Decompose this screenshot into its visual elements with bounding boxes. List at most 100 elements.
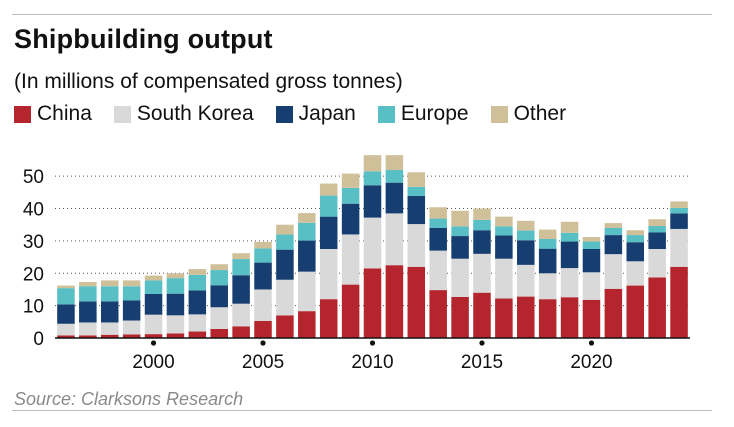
bar-segment-south-korea-2019 <box>560 268 579 298</box>
bar-segment-other-2003 <box>210 264 228 271</box>
x-tick-label-2020: 2020 <box>570 352 612 373</box>
y-tick-label-50: 50 <box>23 167 44 188</box>
y-tick-label-10: 10 <box>23 297 44 318</box>
bar-segment-japan-2012 <box>407 195 426 225</box>
bar-segment-other-2010 <box>363 155 382 172</box>
bar-segment-other-2005 <box>254 241 272 249</box>
legend: China South Korea Japan Europe Other <box>14 102 588 126</box>
bar-segment-other-1998 <box>100 280 119 287</box>
bar-segment-japan-2024 <box>670 213 688 229</box>
bar-segment-south-korea-2016 <box>495 258 513 299</box>
chart-title: Shipbuilding output <box>14 24 273 54</box>
bar-segment-china-2017 <box>517 296 535 338</box>
bar-segment-japan-1999 <box>122 300 141 321</box>
top-rule <box>12 14 712 15</box>
legend-label-other: Other <box>513 102 567 125</box>
bar-segment-japan-2019 <box>560 241 579 269</box>
bar-segment-china-2001 <box>166 333 185 338</box>
legend-swatch-europe <box>377 105 395 123</box>
legend-item-other: Other <box>490 102 567 126</box>
bar-segment-europe-1998 <box>100 286 119 302</box>
bar-segment-europe-1997 <box>79 286 97 302</box>
legend-label-south-korea: South Korea <box>136 102 254 125</box>
bar-segment-other-2006 <box>276 224 294 235</box>
bar-segment-china-2009 <box>341 284 360 338</box>
bar-segment-south-korea-2001 <box>166 315 185 334</box>
bar-segment-europe-2013 <box>429 218 447 228</box>
bar-segment-japan-1998 <box>100 301 119 323</box>
bar-segment-south-korea-2002 <box>188 314 207 332</box>
x-tick-label-2015: 2015 <box>461 352 503 373</box>
bar-segment-china-2007 <box>298 311 316 338</box>
bar-segment-europe-2011 <box>385 170 404 183</box>
legend-item-europe: Europe <box>377 102 469 126</box>
bar-segment-japan-2017 <box>517 240 535 265</box>
bar-segment-china-2019 <box>560 297 579 338</box>
bar-segment-other-2017 <box>517 220 535 231</box>
bar-segment-other-2008 <box>319 183 338 196</box>
bar-segment-south-korea-2008 <box>319 249 338 300</box>
bar-segment-japan-2015 <box>473 230 491 254</box>
bar-segment-south-korea-2012 <box>407 224 426 267</box>
bar-segment-south-korea-2022 <box>626 261 645 286</box>
bar-segment-other-1999 <box>122 280 141 287</box>
bar-segment-europe-2020 <box>582 241 601 249</box>
bar-segment-china-2000 <box>144 334 163 338</box>
bar-segment-japan-2022 <box>626 242 645 262</box>
bar-segment-south-korea-2021 <box>604 254 623 289</box>
bar-segment-china-2014 <box>451 296 469 338</box>
bar-segment-china-2024 <box>670 266 688 338</box>
bar-segment-europe-2019 <box>560 232 579 242</box>
bar-segment-europe-2023 <box>648 226 666 233</box>
x-tick-mark-2020 <box>588 340 595 346</box>
bar-segment-japan-2021 <box>604 235 623 255</box>
bar-segment-japan-2023 <box>648 232 666 249</box>
bar-segment-china-2015 <box>473 292 491 338</box>
legend-item-china: China <box>14 102 92 126</box>
bar-segment-other-2000 <box>144 275 163 281</box>
bar-segment-other-2018 <box>538 229 557 239</box>
bar-segment-japan-2013 <box>429 227 447 251</box>
bar-segment-other-2016 <box>495 216 513 227</box>
bar-segment-south-korea-2020 <box>582 272 601 300</box>
bar-segment-japan-2011 <box>385 182 404 214</box>
bar-segment-china-2010 <box>363 268 382 338</box>
x-tick-mark-2015 <box>479 340 485 346</box>
bar-segment-japan-2010 <box>363 185 382 218</box>
bar-segment-japan-2002 <box>188 290 207 315</box>
chart-subtitle: (In millions of compensated gross tonnes… <box>14 70 403 93</box>
bar-segment-south-korea-1996 <box>57 323 75 336</box>
bar-segment-china-2003 <box>210 328 228 338</box>
bar-segment-other-2011 <box>385 155 404 171</box>
bar-segment-europe-2010 <box>363 171 382 186</box>
bar-segment-china-2006 <box>276 315 294 338</box>
y-tick-label-20: 20 <box>23 264 44 285</box>
bar-segment-south-korea-2018 <box>538 273 557 300</box>
bar-segment-china-2012 <box>407 266 426 338</box>
bar-segment-other-2014 <box>451 210 469 227</box>
bar-segment-europe-2000 <box>144 280 163 294</box>
bar-segment-south-korea-2000 <box>144 314 163 335</box>
bar-segment-china-2011 <box>385 265 404 338</box>
bar-segment-china-2008 <box>319 299 338 338</box>
bar-segment-japan-1997 <box>79 301 97 323</box>
bar-segment-japan-2001 <box>166 293 185 316</box>
y-tick-label-40: 40 <box>23 200 44 221</box>
bar-segment-other-1996 <box>57 285 75 289</box>
bar-segment-europe-2016 <box>495 226 513 236</box>
legend-label-europe: Europe <box>400 102 469 125</box>
bar-segment-japan-1996 <box>57 304 75 324</box>
bar-segment-other-2013 <box>429 207 447 219</box>
bar-segment-other-2015 <box>473 208 491 220</box>
legend-item-south-korea: South Korea <box>113 102 254 126</box>
bar-segment-europe-2002 <box>188 274 207 291</box>
bar-segment-europe-2022 <box>626 235 645 243</box>
bar-segment-europe-2001 <box>166 278 185 294</box>
bar-segment-other-2023 <box>648 219 666 227</box>
x-tick-label-2000: 2000 <box>132 352 174 373</box>
legend-swatch-japan <box>275 105 293 123</box>
legend-label-china: China <box>37 102 92 125</box>
bar-segment-other-2001 <box>166 273 185 279</box>
bar-segment-japan-2020 <box>582 249 601 273</box>
bar-segment-europe-2024 <box>670 207 688 214</box>
